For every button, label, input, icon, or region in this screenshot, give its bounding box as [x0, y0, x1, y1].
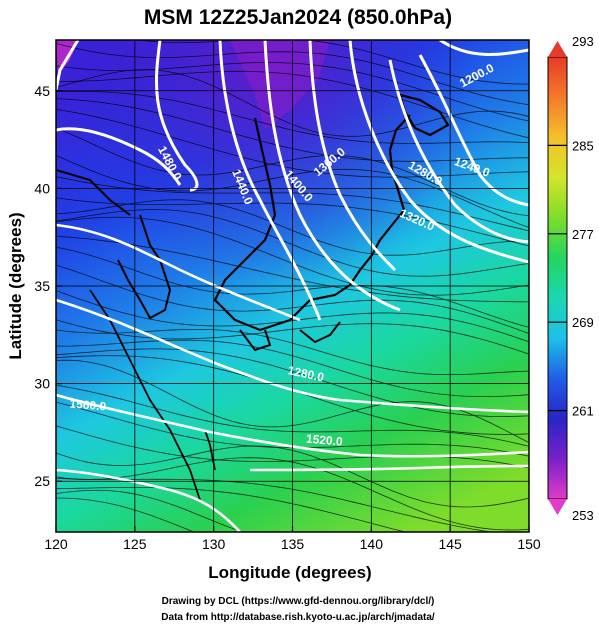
x-tick-label: 135 — [281, 536, 305, 552]
x-axis-label: Longitude (degrees) — [208, 563, 371, 582]
colorbar-tick-label: 285 — [572, 138, 594, 153]
colorbar-tick-label: 253 — [572, 508, 594, 523]
y-tick-label: 25 — [34, 473, 50, 489]
chart-title: MSM 12Z25Jan2024 (850.0hPa) — [144, 6, 452, 29]
contour-label: 1560.0 — [69, 396, 107, 413]
contour-label: 1520.0 — [305, 432, 343, 449]
colorbar-body — [547, 56, 568, 500]
streamline — [136, 40, 529, 85]
colorbar-ticks: 253 261 269 277 285 293 — [548, 34, 594, 523]
credit-line-1: Drawing by DCL (https://www.gfd-dennou.o… — [162, 596, 435, 607]
x-tick-label: 125 — [123, 536, 147, 552]
y-axis-label: Latitude (degrees) — [6, 212, 25, 359]
colorbar-tick-label: 269 — [572, 315, 594, 330]
y-tick-label: 40 — [34, 180, 50, 196]
y-tick-label: 35 — [34, 278, 50, 294]
y-tick-label: 30 — [34, 376, 50, 392]
x-axis-ticks: 120 125 130 135 140 145 150 — [44, 526, 541, 552]
colorbar-bottom-cap — [548, 499, 567, 515]
x-tick-label: 140 — [360, 536, 384, 552]
colorbar: 253 261 269 277 285 293 — [547, 34, 594, 523]
y-tick-label: 45 — [34, 83, 50, 99]
colorbar-tick-label: 261 — [572, 404, 594, 419]
x-tick-label: 120 — [44, 536, 68, 552]
colorbar-tick-label: 293 — [572, 34, 594, 49]
grid-lines — [56, 40, 529, 532]
x-tick-label: 130 — [202, 536, 226, 552]
x-tick-label: 150 — [517, 536, 541, 552]
colorbar-top-cap — [548, 41, 567, 57]
y-axis-ticks: 25 30 35 40 45 — [34, 83, 62, 489]
credit-line-2: Data from http://database.rish.kyoto-u.a… — [161, 612, 435, 623]
height-contours — [56, 40, 529, 532]
x-tick-label: 145 — [438, 536, 462, 552]
colorbar-tick-label: 277 — [572, 227, 594, 242]
